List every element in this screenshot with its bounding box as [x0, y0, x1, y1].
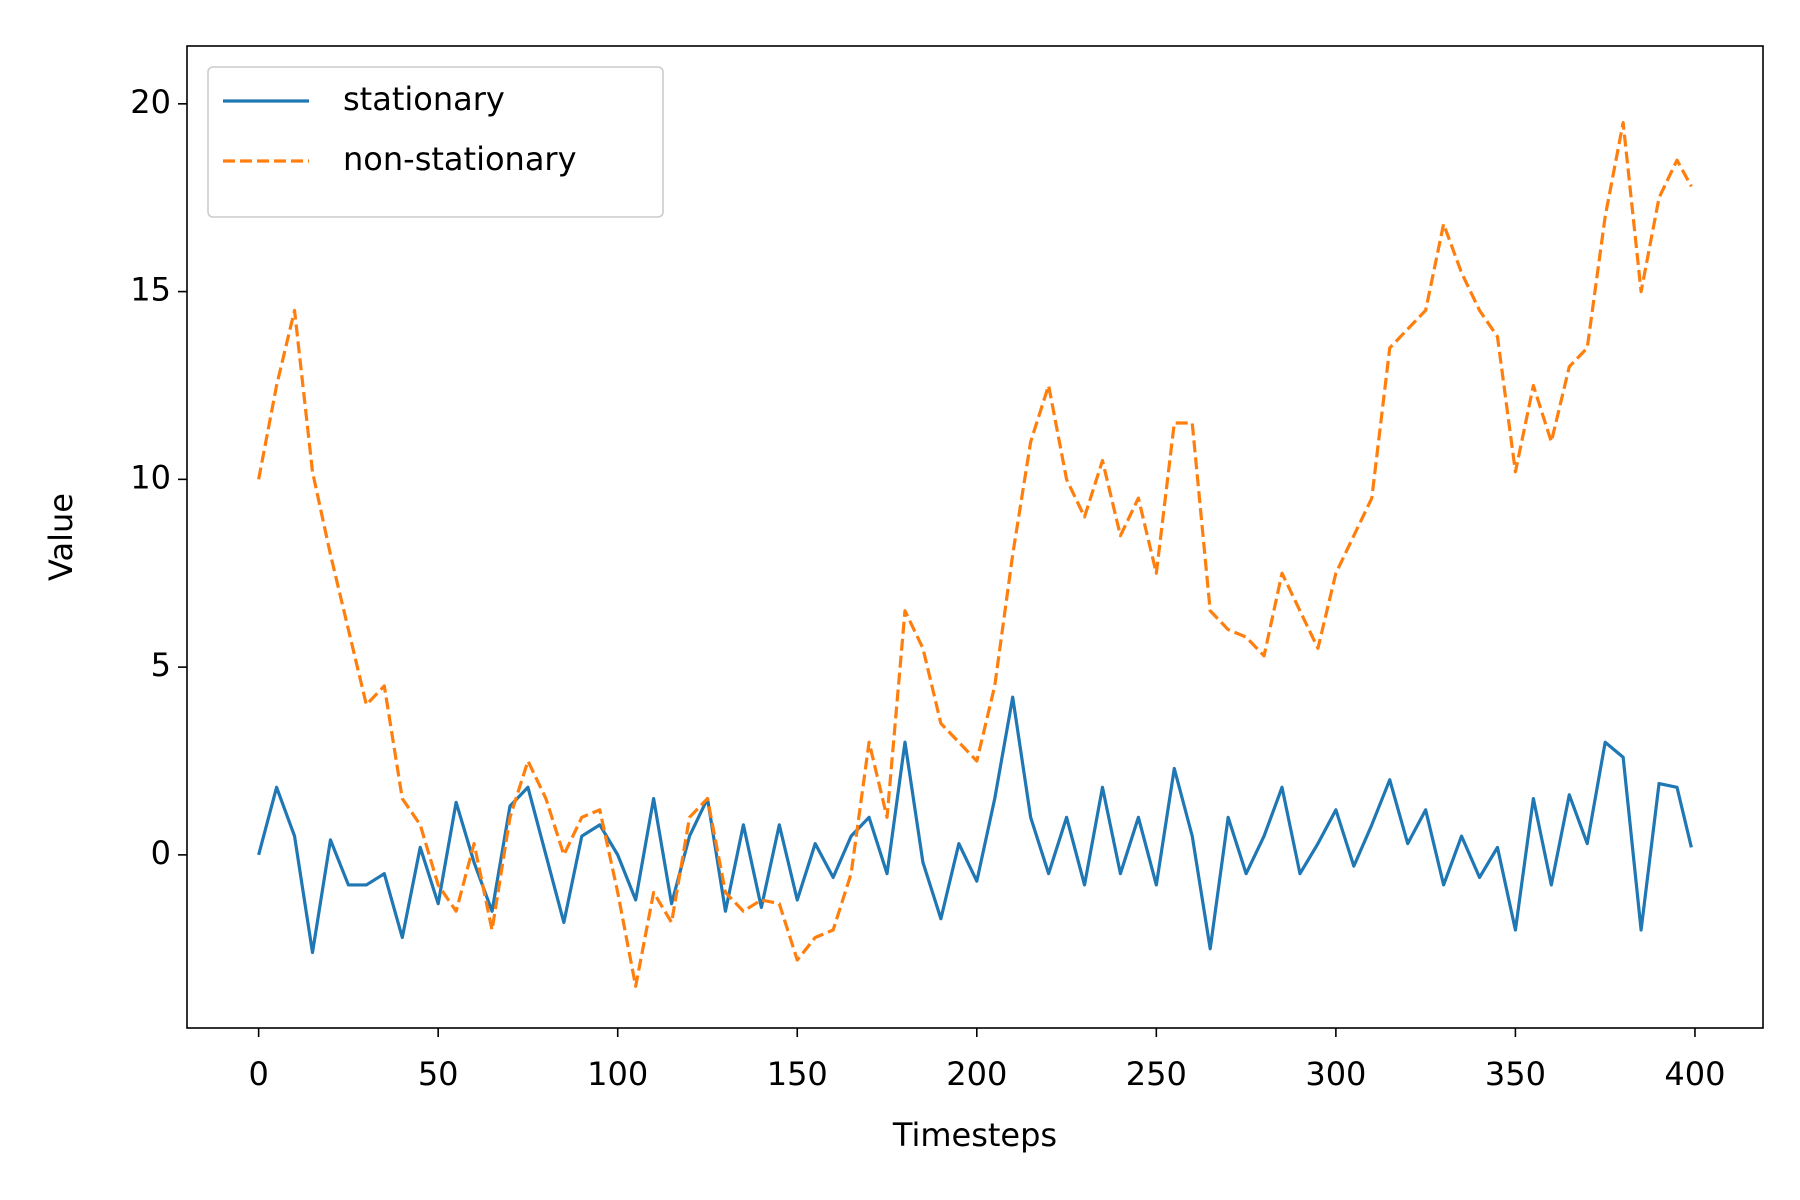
x-tick-label: 400	[1664, 1055, 1725, 1093]
x-axis-label: Timesteps	[892, 1116, 1057, 1154]
x-tick-label: 200	[946, 1055, 1007, 1093]
plot-frame	[186, 45, 1764, 1029]
legend-label: non-stationary	[343, 140, 577, 178]
legend-label: stationary	[343, 80, 505, 118]
x-tick-label: 150	[767, 1055, 828, 1093]
series-line	[257, 695, 1693, 955]
series-line	[257, 121, 1693, 988]
y-axis-label: Value	[42, 493, 80, 581]
x-tick-label: 350	[1485, 1055, 1546, 1093]
y-tick-label: 0	[151, 834, 171, 872]
x-tick-label: 100	[587, 1055, 648, 1093]
y-tick-label: 10	[130, 458, 171, 496]
legend-box	[207, 66, 664, 218]
x-tick-label: 300	[1305, 1055, 1366, 1093]
y-tick-label: 20	[130, 83, 171, 121]
x-tick-label: 50	[418, 1055, 459, 1093]
x-tick-label: 0	[248, 1055, 268, 1093]
x-tick-label: 250	[1126, 1055, 1187, 1093]
y-tick-label: 5	[151, 646, 171, 684]
y-tick-label: 15	[130, 271, 171, 309]
